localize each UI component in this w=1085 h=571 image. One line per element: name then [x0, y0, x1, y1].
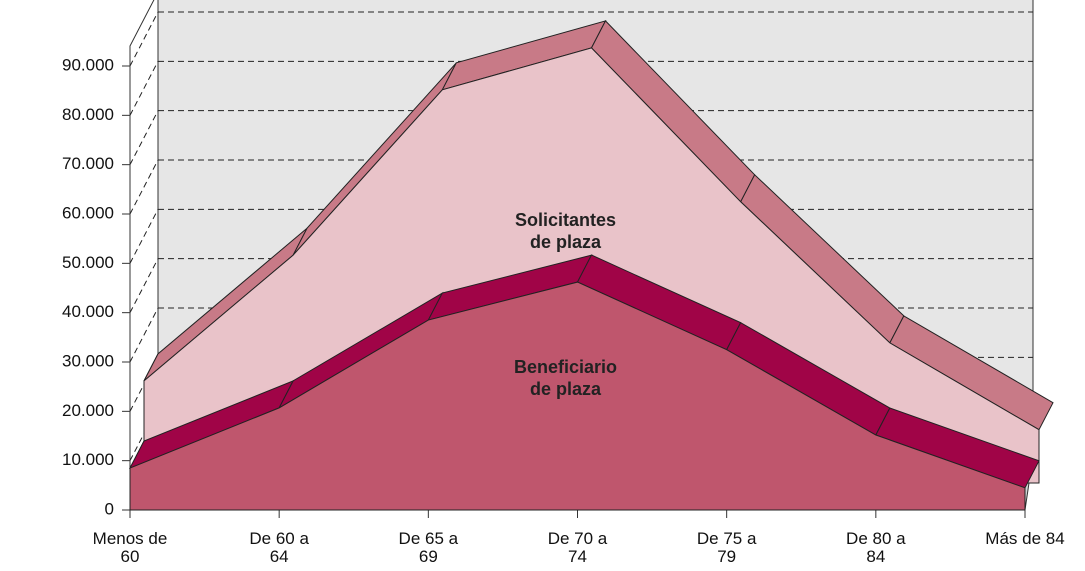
- x-tick-label: De 75 a 79: [696, 529, 757, 566]
- y-tick-label: 70.000: [62, 154, 114, 173]
- y-tick-label: 30.000: [62, 351, 114, 370]
- y-tick-label: 80.000: [62, 105, 114, 124]
- x-tick-label: Menos de 60: [92, 529, 168, 566]
- series-label: Beneficiario de plaza: [513, 356, 618, 399]
- y-tick-label: 50.000: [62, 253, 114, 272]
- grid-line: [129, 258, 159, 313]
- grid-line: [129, 159, 159, 215]
- grid-line: [129, 307, 159, 363]
- y-tick-label: 20.000: [62, 401, 114, 420]
- grid-line: [129, 209, 159, 264]
- x-tick-label: De 65 a 69: [398, 529, 459, 566]
- grid-line: [129, 11, 159, 67]
- grid-line: [129, 110, 159, 165]
- y-tick-label: 60.000: [62, 203, 114, 222]
- x-tick-label: De 70 a 74: [547, 529, 608, 566]
- y-tick-label: 90.000: [62, 55, 114, 74]
- grid-line: [129, 61, 159, 116]
- x-tick-label: Más de 84: [985, 529, 1065, 548]
- y-tick-label: 0: [105, 499, 114, 518]
- y-tick-label: 10.000: [62, 450, 114, 469]
- y-tick-label: 40.000: [62, 302, 114, 321]
- series-label: Solicitantes de plaza: [514, 209, 617, 252]
- x-tick-label: De 60 a 64: [249, 529, 309, 566]
- area: [129, 281, 1026, 511]
- x-tick-label: De 80 a 84: [846, 529, 906, 566]
